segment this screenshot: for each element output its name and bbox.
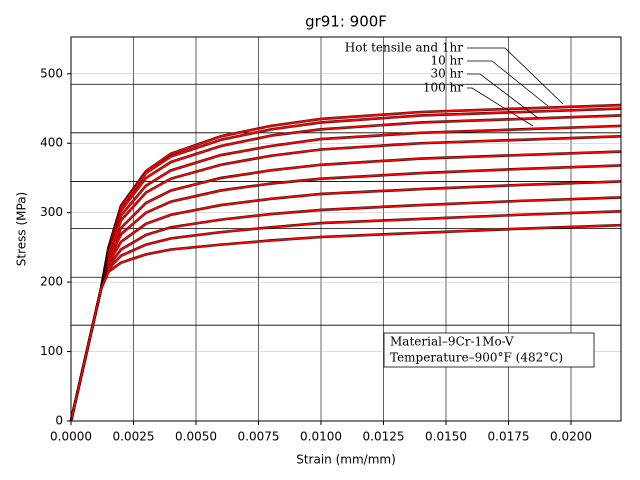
x-tick-label: 0.0125 (363, 430, 405, 444)
plot-area (69, 37, 622, 422)
annotation-arrow (467, 73, 539, 119)
annotation-arrow (467, 47, 564, 105)
x-tick-label: 0.0150 (425, 430, 467, 444)
x-tick-label: 0.0050 (175, 430, 217, 444)
x-tick-label: 0.0100 (300, 430, 342, 444)
annotations (467, 47, 564, 127)
y-tick-label: 400 (40, 136, 63, 150)
annotation: 30 hr (430, 67, 463, 81)
y-tick-label: 500 (40, 66, 63, 80)
y-tick-label: 200 (40, 275, 63, 289)
x-tick-label: 0.0075 (238, 430, 280, 444)
annotation: 100 hr (423, 81, 463, 95)
x-tick-label: 0.0200 (550, 430, 592, 444)
annotation-arrow (467, 60, 549, 107)
chart-title: gr91: 900F (305, 13, 387, 31)
note-text: Material–9Cr-1Mo-V (390, 335, 514, 349)
x-tick-label: 0.0000 (50, 430, 92, 444)
x-tick-label: 0.0175 (488, 430, 530, 444)
note-text: Temperature–900°F (482°C) (390, 351, 563, 365)
y-tick-label: 300 (40, 205, 63, 219)
y-axis-label: Stress (MPa) (15, 192, 29, 266)
plot-frame (70, 36, 622, 422)
annotation: 10 hr (430, 54, 463, 68)
annotation-arrow (467, 87, 534, 127)
x-tick-label: 0.0025 (113, 430, 155, 444)
x-axis-label: Strain (mm/mm) (296, 453, 396, 467)
y-tick-label: 0 (55, 414, 63, 428)
note-box (383, 332, 595, 368)
curve (70, 224, 622, 422)
annotation: Hot tensile and 1hr (345, 41, 463, 55)
y-tick-label: 100 (40, 344, 63, 358)
